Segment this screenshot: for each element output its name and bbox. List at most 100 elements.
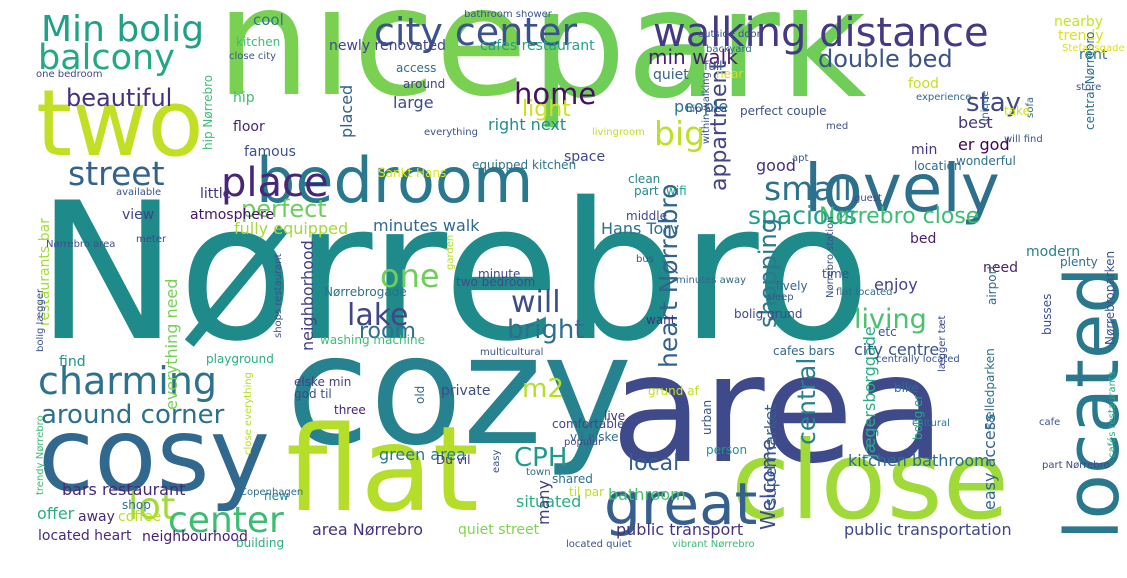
word-minute: minute [478,267,521,281]
word-best: best [958,113,993,132]
word-lovely: lovely [804,150,1000,227]
word-nørrebrogade: Nørrebrogade [324,285,407,299]
word-close: close [731,419,1010,544]
word-kitchen-bathroom: kitchen bathroom [848,451,990,470]
word-available: available [116,187,162,198]
word-double-bed: double bed [818,45,953,73]
word-great: great [604,470,758,538]
word-bars-restaurant: bars restaurant [62,480,186,499]
word-neighbourhood: neighbourhood [142,529,248,545]
word-city-center: city center [374,10,578,54]
word-min-walk: min walk [648,45,738,69]
word-atmosphere: atmosphere [190,207,274,223]
word-charming: charming [38,359,217,403]
word-small: small [764,169,852,208]
word-bolig-grund: bolig grund [734,307,803,321]
word-close-city: close city [229,51,277,62]
word-enjoy: enjoy [874,275,918,294]
word-vibrant-nørrebro: vibrant Nørrebro [672,539,755,550]
word-two-bedroom: two bedroom [456,275,536,289]
word-away: away [78,509,115,525]
word-flat-located: flat located [836,287,893,298]
word-person: person [706,443,748,457]
word-elske-min: elske min [294,375,352,389]
word-one: one [380,257,440,295]
word-perfect: perfect [241,195,327,223]
word-offer: offer [37,504,75,523]
word-nearby: nearby [1054,14,1103,30]
word-copenhagen: Copenhagen [240,487,304,498]
word-quiet: quiet [653,67,689,83]
word-home: home [514,77,597,111]
word-big: big [654,114,706,153]
word-good: good [756,156,796,175]
word-popular: popular [564,437,603,448]
word-will-find: will find [1004,134,1043,145]
word-town: town [526,467,551,478]
word-perfect-couple: perfect couple [740,104,827,118]
word-comfortable: comfortable [552,417,625,431]
word-lot: lot [128,485,176,528]
word-garden: garden [445,234,456,270]
word-coffee: coffee [118,509,162,525]
word-lively: lively [776,279,808,293]
word-part: part [634,184,659,198]
word-cafes-restaurant: cafes restaurant [480,38,595,54]
word-sankt-hans: Sankt Hans [378,166,447,180]
word-plenty: plenty [1060,255,1098,269]
word-fully-equipped: fully equipped [234,219,349,238]
word-cloud: Nørrebro nice park cozy area cosy two flat close… [36,10,1127,557]
word-new: new [264,489,289,503]
word-many: many [534,480,553,525]
word-view: view [122,207,155,223]
word-green-area: green area [379,445,466,464]
word-trendy-nørrebro: trendy Nørrebro [36,415,46,495]
word-urban: urban [700,399,714,435]
word-apt: apt [792,153,809,164]
word-til-par: til par [569,485,605,499]
word-park: park [531,10,867,132]
word-beautiful: beautiful [66,84,173,112]
word-old: old [413,385,427,404]
word-cosy: cosy [38,396,270,515]
word-building: building [236,536,285,550]
word-nørrebro: Nørrebro [36,162,871,383]
word-close-everything: close everything [243,372,254,455]
word-multicultural: multicultural [480,347,544,358]
word-take: take [1004,104,1030,118]
word-placed: placed [337,84,356,138]
word-wonderful: wonderful [956,154,1016,168]
word-vil-elske: vil elske [570,430,619,444]
word-quiet-street: quiet street [458,522,540,538]
word-flat: flat [286,400,479,538]
word-middle: middle [626,209,667,223]
word-living: living [854,304,927,335]
word-everything: everything [424,127,478,138]
word-wifi: wifi [666,184,687,198]
word-guest: guest [854,193,882,204]
word-nørrebro-close: Nørrebro close [819,204,980,229]
word-neighborhood: neighborhood [298,240,317,351]
word-hip-area: hip area [686,104,727,115]
word-equipped-kitchen: equipped kitchen [472,158,577,172]
word-trendy: trendy [1058,28,1104,44]
word-sleep: sleep [767,292,794,303]
word-floor: floor [233,119,265,135]
word-bathroom-shower: bathroom shower [464,10,552,20]
word-easy: easy [491,449,502,473]
word-washing-machine: washing machine [320,333,425,347]
word-live: live [604,409,626,423]
word-hans-torv: Hans Torv [601,219,680,238]
word-near: near [716,67,744,81]
word-cultural: cultural [912,418,950,429]
word-rent: rent [1079,47,1108,63]
word-kitchen: kitchen [236,35,281,49]
word-minutes-walk: minutes walk [373,216,480,235]
word-place: place [221,160,329,206]
word-location: location [914,159,962,173]
word-du-vil: Du vil [436,453,471,467]
word-area-nørrebro: area Nørrebro [312,520,424,539]
word-backyard: backyard [706,44,752,55]
word-unique: unique [980,90,991,125]
word-shared: shared [552,472,593,486]
